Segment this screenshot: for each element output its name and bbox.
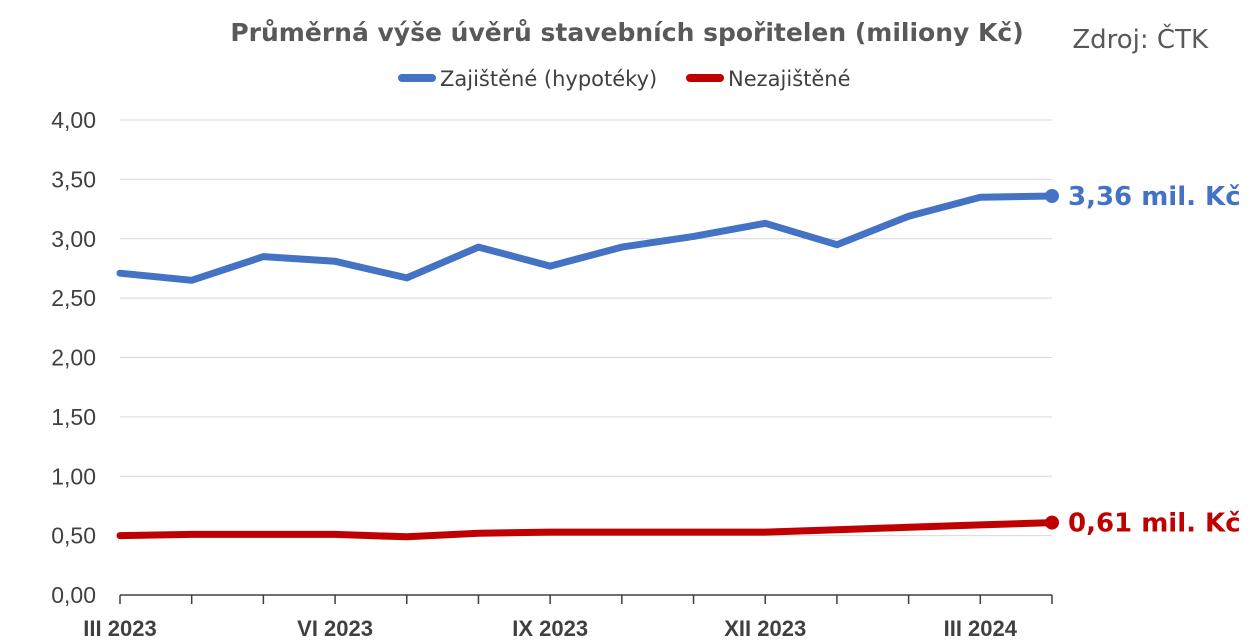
x-axis: III 2023 VI 2023 IX 2023 XII 2023 III 2024: [83, 594, 1053, 641]
y-tick-label: 4,00: [51, 107, 96, 133]
y-axis: 0,00 0,50 1,00 1,50 2,00 2,50 3,00 3,50 4,00: [51, 107, 96, 608]
source-label: Zdroj: ČTK: [1072, 23, 1209, 55]
legend: Zajištěné (hypotéky) Nezajištěné: [398, 67, 851, 91]
y-tick-label: 0,00: [51, 582, 96, 608]
gridlines: [120, 119, 1052, 537]
end-labels: 3,36 mil. Kč 0,61 mil. Kč: [1068, 182, 1241, 539]
series-lines: [116, 189, 1059, 541]
x-tick-label: XII 2023: [724, 616, 806, 641]
y-tick-label: 2,00: [51, 345, 96, 371]
x-tick-label: VI 2023: [297, 616, 373, 641]
series-end-point-0: [1045, 189, 1059, 203]
series-end-label-0: 3,36 mil. Kč: [1068, 182, 1241, 212]
x-tick-label: III 2024: [944, 616, 1018, 641]
y-tick-label: 0,50: [51, 523, 96, 549]
y-tick-label: 3,00: [51, 226, 96, 252]
series-line-0: [116, 192, 1056, 284]
series-line-1: [116, 519, 1056, 541]
x-tick-label: IX 2023: [512, 616, 588, 641]
y-tick-label: 3,50: [51, 166, 96, 192]
y-tick-label: 1,00: [51, 463, 96, 489]
y-tick-label: 1,50: [51, 404, 96, 430]
y-tick-label: 2,50: [51, 285, 96, 311]
x-tick-label: III 2023: [83, 616, 156, 641]
series-end-point-1: [1045, 515, 1059, 530]
legend-label-unsecured: Nezajištěné: [728, 67, 851, 91]
series-end-label-1: 0,61 mil. Kč: [1068, 509, 1241, 539]
chart-title: Průměrná výše úvěrů stavebních spořitele…: [230, 18, 1023, 47]
legend-label-secured: Zajištěné (hypotéky): [440, 67, 657, 91]
